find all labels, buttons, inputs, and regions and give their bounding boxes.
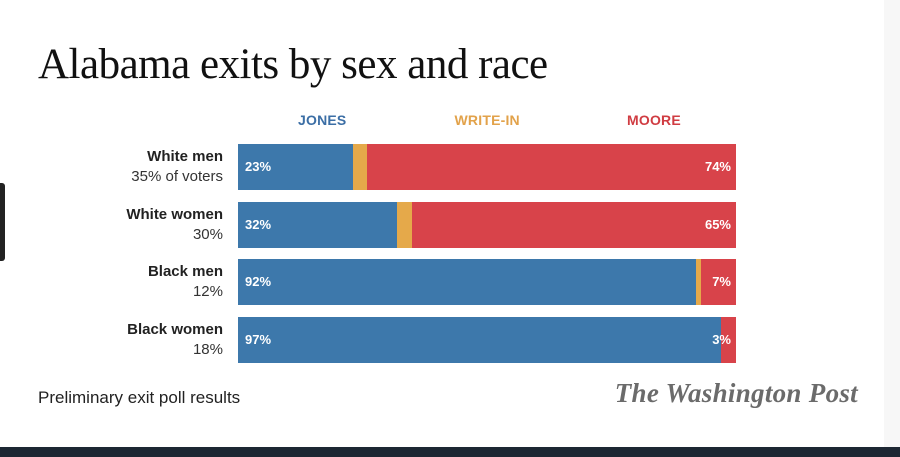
category-name: White men xyxy=(147,148,223,165)
right-edge-strip xyxy=(884,0,900,447)
category-share: 12% xyxy=(192,283,223,300)
row-label-black-women: Black women 18% xyxy=(60,320,223,360)
bar-black-women: 97% 3% xyxy=(238,317,736,363)
data-label-moore: 3% xyxy=(712,332,731,347)
bar-white-men: 23% 74% xyxy=(238,144,736,190)
bar-segment-jones xyxy=(238,202,398,248)
chart-title: Alabama exits by sex and race xyxy=(38,41,548,88)
bar-segment-jones xyxy=(238,259,697,305)
category-share: 18% xyxy=(192,341,223,358)
footnote: Preliminary exit poll results xyxy=(38,388,241,407)
bar-segment-write-in xyxy=(696,259,702,305)
source-logo: The Washington Post xyxy=(614,378,858,408)
row-label-white-women: White women 30% xyxy=(60,205,223,245)
bar-segment-moore xyxy=(721,317,736,363)
data-label-jones: 92% xyxy=(245,274,272,289)
row-label-black-men: Black men 12% xyxy=(60,262,223,302)
row-label-white-men: White men 35% of voters xyxy=(60,147,223,187)
data-label-jones: 23% xyxy=(245,159,272,174)
category-share: 30% xyxy=(192,226,223,243)
data-label-moore: 74% xyxy=(704,159,731,174)
legend-moore: MOORE xyxy=(627,112,681,128)
data-label-moore: 65% xyxy=(704,217,731,232)
bar-segment-jones xyxy=(238,317,722,363)
bar-segment-moore xyxy=(701,259,736,305)
category-share: 35% of voters xyxy=(131,168,223,185)
bar-segment-jones xyxy=(238,144,353,190)
legend-jones: JONES xyxy=(298,112,347,128)
bar-white-women: 32% 65% xyxy=(238,202,736,248)
bar-segment-moore xyxy=(367,144,736,190)
category-name: Black men xyxy=(147,263,223,280)
data-label-jones: 32% xyxy=(245,217,272,232)
data-label-moore: 7% xyxy=(712,274,731,289)
category-name: Black women xyxy=(127,321,223,338)
data-label-jones: 97% xyxy=(245,332,272,347)
side-panel-handle[interactable] xyxy=(0,183,5,261)
bar-segment-moore xyxy=(412,202,736,248)
footer-band xyxy=(0,447,900,457)
bar-black-men: 92% 7% xyxy=(238,259,736,305)
bar-segment-write-in xyxy=(352,144,368,190)
legend-write-in: WRITE-IN xyxy=(454,112,520,128)
category-name: White women xyxy=(126,206,223,223)
bar-segment-write-in xyxy=(397,202,413,248)
